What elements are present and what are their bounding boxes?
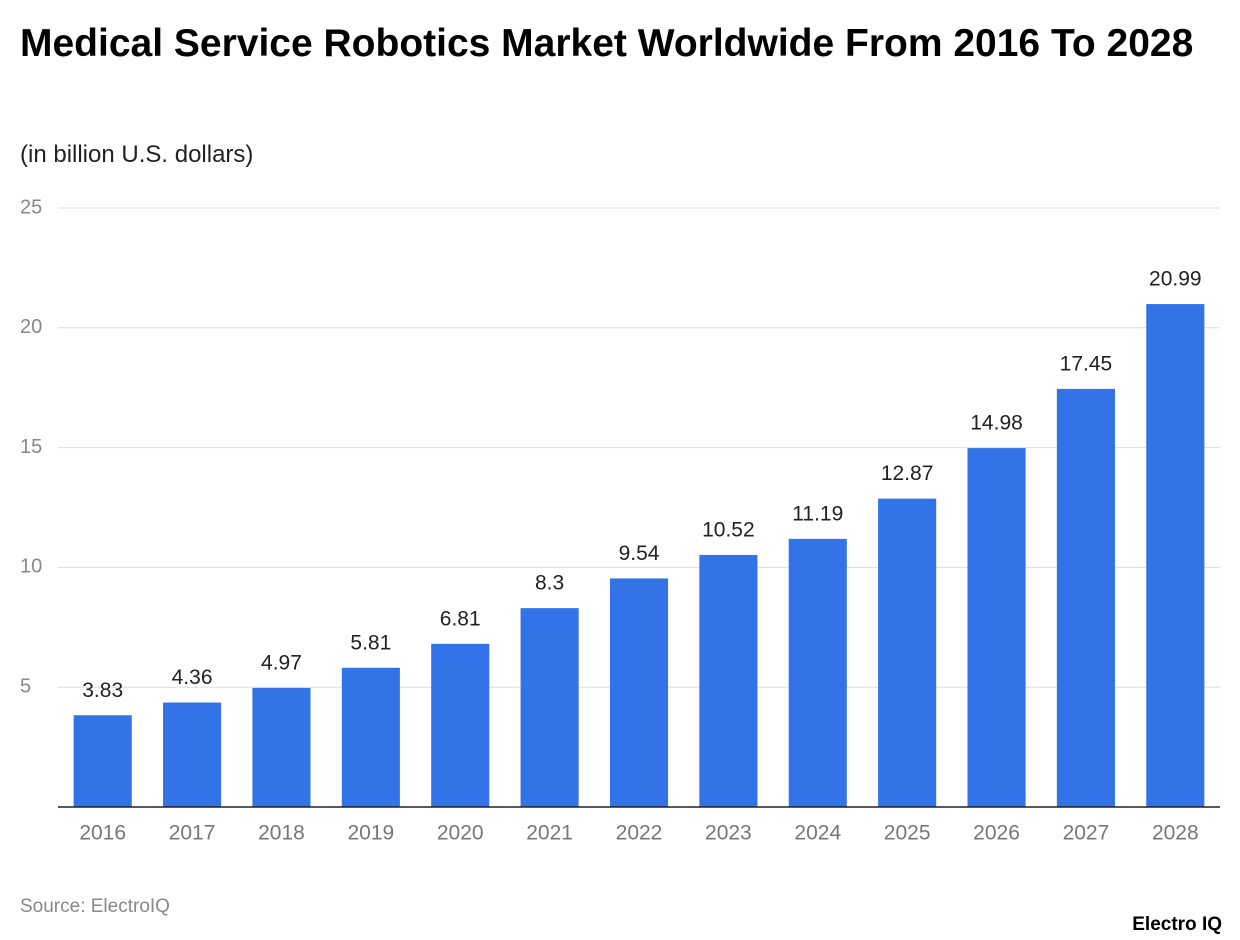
bar [341,667,400,807]
value-label: 12.87 [881,462,934,485]
chart-title: Medical Service Robotics Market Worldwid… [20,22,1194,65]
bar [967,448,1026,807]
x-tick-label: 2024 [794,822,841,845]
value-label: 10.52 [702,518,755,541]
value-label: 8.3 [535,572,564,595]
bar [699,554,758,807]
bar [73,715,132,807]
brand: Electro IQ [1132,914,1222,935]
bar [878,498,937,807]
x-tick-label: 2017 [169,822,216,845]
x-tick-label: 2016 [79,822,126,845]
value-label: 11.19 [792,502,843,525]
x-tick-label: 2021 [526,822,573,845]
y-tick-label: 20 [20,316,42,338]
x-tick-label: 2026 [973,822,1020,845]
bar [252,687,311,807]
value-label: 5.81 [350,631,391,654]
x-tick-label: 2028 [1152,822,1199,845]
value-label: 3.83 [82,679,123,702]
value-label: 9.54 [619,542,660,565]
bar [1056,388,1115,807]
x-tick-label: 2025 [884,822,931,845]
source: Source: ElectroIQ [20,896,170,917]
value-label: 6.81 [440,607,481,630]
x-tick-label: 2018 [258,822,305,845]
bar [788,538,847,807]
y-tick-label: 5 [20,675,31,697]
value-label: 4.97 [261,651,302,674]
x-tick-label: 2020 [437,822,484,845]
x-tick-label: 2027 [1063,822,1110,845]
bar [609,578,669,807]
x-tick-label: 2022 [616,822,663,845]
y-tick-label: 10 [20,556,42,578]
value-label: 14.98 [970,412,1023,435]
value-label: 20.99 [1149,268,1202,291]
bar [431,643,490,807]
y-tick-label: 25 [20,196,42,218]
bar [520,608,579,807]
bar [163,702,222,807]
chart-subtitle: (in billion U.S. dollars) [20,141,254,168]
value-label: 17.45 [1060,352,1113,375]
x-tick-label: 2019 [347,822,394,845]
bar [1146,304,1205,807]
value-label: 4.36 [172,666,213,689]
y-tick-label: 15 [20,436,42,458]
x-tick-label: 2023 [705,822,752,845]
